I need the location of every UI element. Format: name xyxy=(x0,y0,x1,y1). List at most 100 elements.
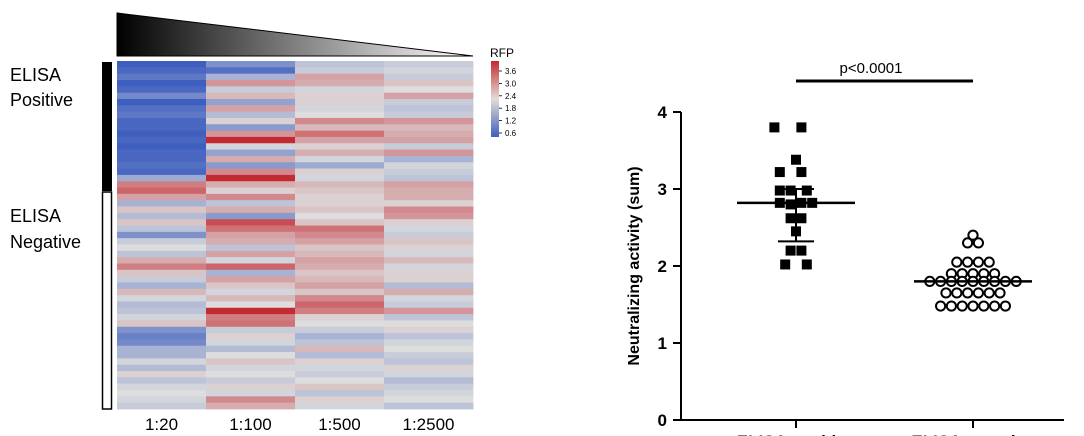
heatmap-cell xyxy=(295,371,385,378)
heatmap-cell xyxy=(384,396,474,404)
heatmap-cell xyxy=(117,181,207,188)
heatmap-cell xyxy=(295,339,385,347)
heatmap-cell xyxy=(117,371,207,378)
heatmap-cell xyxy=(295,219,385,226)
heatmap-cell xyxy=(117,314,207,321)
heatmap-cell xyxy=(295,231,385,239)
heatmap-cell xyxy=(117,79,207,87)
y-axis-ticks: 0 1 2 3 4 xyxy=(658,103,681,430)
heatmap-cell xyxy=(206,219,296,226)
heatmap-cell xyxy=(384,314,474,321)
data-point xyxy=(994,287,1006,299)
data-point xyxy=(999,300,1012,312)
heatmap-cell xyxy=(117,117,207,125)
heatmap-cell xyxy=(295,200,385,207)
heatmap-cell xyxy=(384,193,474,201)
group-label-negative-1: ELISA xyxy=(10,206,61,226)
heatmap-cell xyxy=(206,193,296,201)
data-point xyxy=(791,154,801,165)
heatmap-cell xyxy=(295,326,385,334)
heatmap-cell xyxy=(295,155,385,163)
heatmap-cell xyxy=(295,295,385,302)
heatmap-cell xyxy=(295,320,385,328)
colorbar-tick-label: 0.6 xyxy=(505,129,517,138)
heatmap-cell xyxy=(295,263,385,271)
heatmap-cell xyxy=(295,269,385,277)
y-tick-label: 2 xyxy=(658,257,667,276)
x-axis-ticks: ELISA positive ELISA negative xyxy=(737,420,1035,436)
heatmap-cell xyxy=(384,61,474,68)
heatmap-cell xyxy=(384,250,474,258)
heatmap-cell xyxy=(206,162,296,169)
heatmap-cell xyxy=(117,396,207,404)
data-point xyxy=(983,287,995,299)
heatmap-cell xyxy=(206,402,296,410)
heatmap-cell xyxy=(295,383,385,391)
heatmap-cell xyxy=(206,320,296,328)
data-point xyxy=(796,122,807,133)
heatmap-cell xyxy=(206,301,296,309)
heatmap-cell xyxy=(384,212,474,220)
heatmap-cell xyxy=(206,364,296,372)
heatmap-cell xyxy=(384,238,474,245)
heatmap-cell xyxy=(384,244,474,252)
data-point xyxy=(967,229,979,241)
colorbar-title: RFP xyxy=(490,46,514,60)
heatmap-cell xyxy=(206,117,296,125)
heatmap-cell xyxy=(295,307,385,315)
heatmap-cell xyxy=(117,282,207,290)
heatmap-cell xyxy=(384,333,474,340)
data-point xyxy=(972,237,985,249)
heatmap-cell xyxy=(117,345,207,353)
data-point xyxy=(972,256,985,268)
heatmap-cell xyxy=(295,111,385,119)
heatmap-cell xyxy=(206,345,296,353)
heatmap-cell xyxy=(206,61,296,68)
heatmap-cell xyxy=(206,390,296,397)
y-tick-label: 1 xyxy=(658,334,667,353)
heatmap-cell xyxy=(384,282,474,290)
heatmap-cell xyxy=(117,219,207,226)
heatmap-cell xyxy=(117,263,207,271)
heatmap-cell xyxy=(384,67,474,75)
heatmap-cell xyxy=(295,67,385,75)
heatmap-cell xyxy=(117,193,207,201)
heatmap-cell xyxy=(117,136,207,144)
heatmap-cell xyxy=(295,136,385,144)
heatmap-cell xyxy=(206,124,296,131)
heatmap-cell xyxy=(384,383,474,391)
colorbar-tick-label: 2.4 xyxy=(505,92,517,101)
heatmap-cell xyxy=(384,168,474,176)
group-bar-positive xyxy=(102,62,112,191)
heatmap-column-label: 1:100 xyxy=(229,415,272,434)
data-point xyxy=(769,122,780,133)
heatmap-cell xyxy=(117,61,207,68)
heatmap-cell xyxy=(206,263,296,271)
heatmap-cell xyxy=(206,377,296,385)
heatmap-cell xyxy=(384,339,474,347)
data-point xyxy=(801,259,812,270)
heatmap-cell xyxy=(384,352,474,359)
heatmap-cell xyxy=(206,339,296,347)
heatmap-cell xyxy=(384,136,474,144)
data-point xyxy=(785,213,796,224)
heatmap-cell xyxy=(384,143,474,150)
heatmap-cell xyxy=(117,352,207,359)
heatmap-cell xyxy=(295,61,385,68)
heatmap-cell xyxy=(295,105,385,113)
data-point xyxy=(780,259,791,270)
x-tick-label: ELISA positive xyxy=(737,432,855,436)
heatmap-column-label: 1:2500 xyxy=(403,415,455,434)
heatmap-cell xyxy=(206,276,296,283)
heatmap-cell xyxy=(295,364,385,372)
heatmap-cell xyxy=(295,402,385,410)
data-point xyxy=(935,300,947,312)
scatter-panel: 0 1 2 3 4 Neutralizing activity (sum) ELISA … xyxy=(626,60,1064,436)
heatmap-cell xyxy=(295,358,385,366)
heatmap-cell xyxy=(206,333,296,340)
heatmap-cell xyxy=(206,244,296,252)
data-point xyxy=(785,185,796,196)
heatmap-cell xyxy=(206,143,296,150)
heatmap-cell xyxy=(384,307,474,315)
heatmap-cell xyxy=(206,98,296,106)
